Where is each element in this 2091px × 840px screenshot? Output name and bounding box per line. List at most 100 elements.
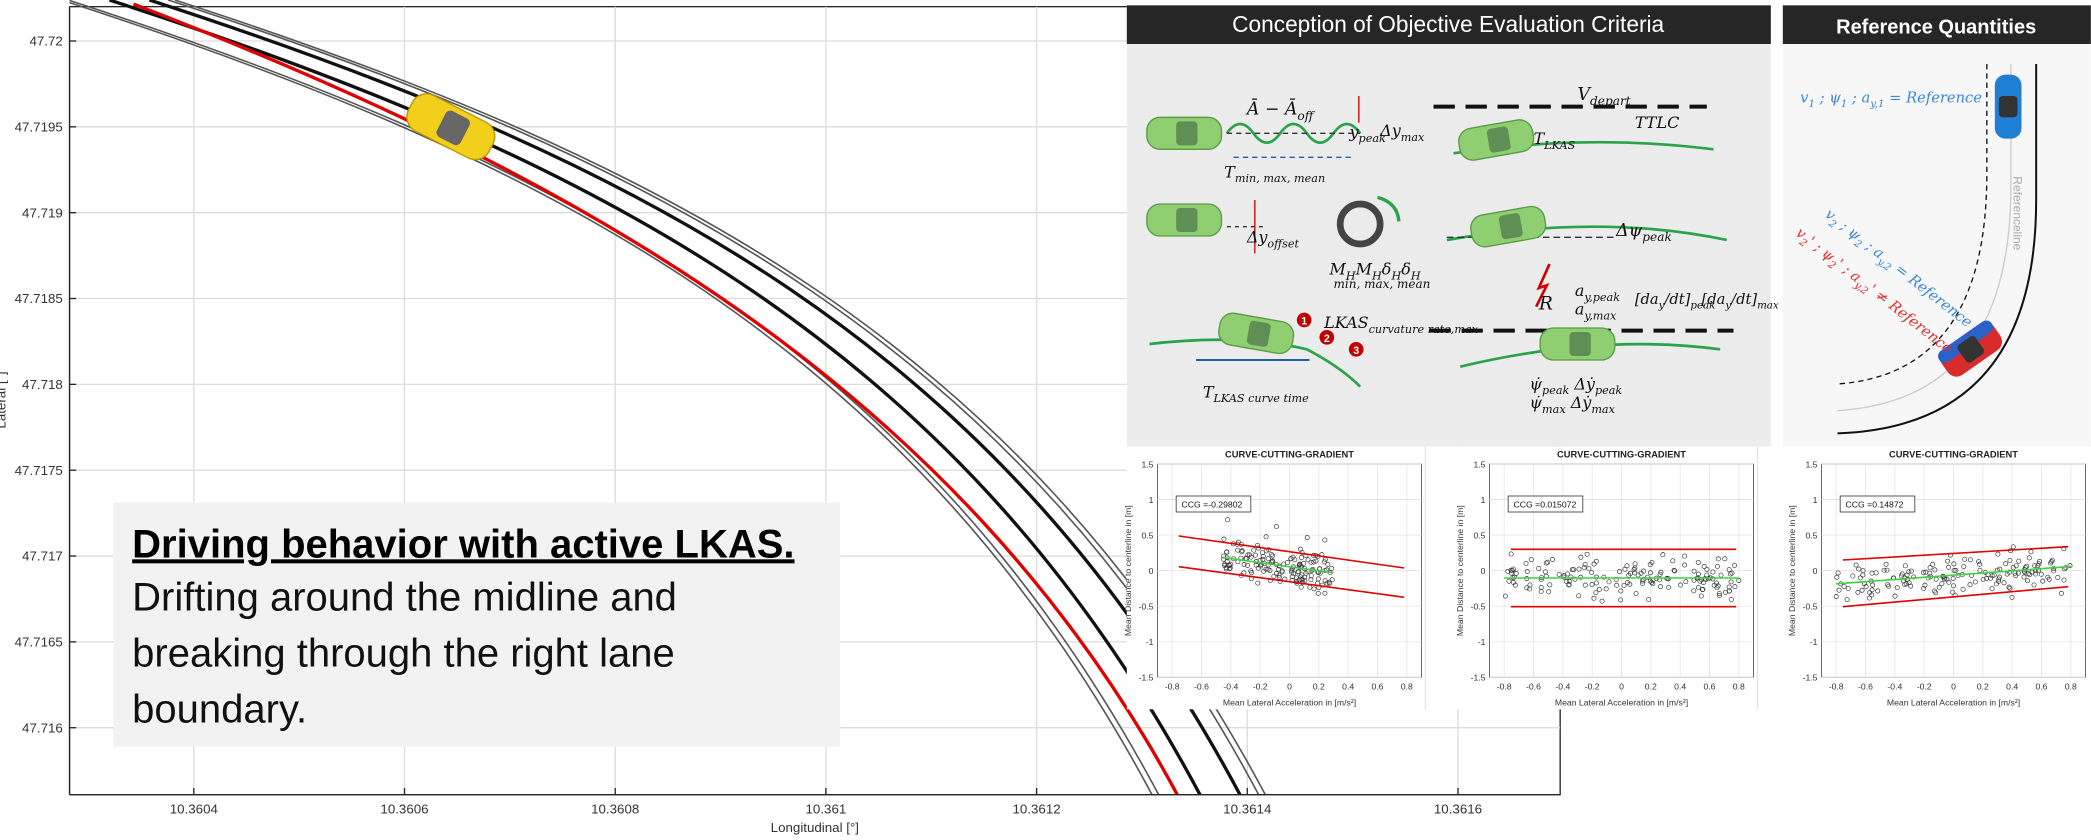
subscript: curvature rate,max [1369, 323, 1479, 336]
x-tick-label: 0 [1951, 681, 1956, 691]
x-tick-label: -0.6 [1858, 681, 1873, 691]
y-tick-label: -0.5 [1803, 602, 1818, 612]
y-tick-label: -1 [1146, 637, 1154, 647]
formula-text: δ [1401, 260, 1411, 279]
annotation: CCG =0.14872 [1846, 499, 1904, 509]
x-tick-label: 0.8 [2065, 681, 2077, 691]
reference-line-label: Referenceline [2011, 176, 2025, 250]
subscript: peak [1642, 230, 1672, 244]
y-tick-label: 47.72 [29, 34, 62, 49]
y-axis-label: Mean Distance to centerline in [m] [1455, 505, 1465, 636]
x-tick-label: 10.3608 [591, 801, 639, 816]
x-tick-label: 0.6 [1371, 681, 1383, 691]
formula-text: ; a [1847, 90, 1870, 107]
formula-label: R [1538, 293, 1553, 314]
page: Longitudinal [°] Lateral [°] Driving beh… [0, 0, 2091, 840]
criteria-panel [1127, 5, 1771, 446]
x-tick-label: 10.3614 [1223, 801, 1272, 816]
formula-text: Ā − Ā [1245, 99, 1298, 120]
y-tick-label: 47.7165 [15, 635, 63, 650]
x-tick-label: 10.3604 [170, 801, 219, 816]
annotation: CCG =-0.29802 [1182, 499, 1243, 509]
formula-text: [da [1702, 291, 1726, 308]
y-tick-label: 47.7175 [15, 463, 63, 478]
annotation: CCG =0.015072 [1514, 499, 1577, 509]
car-window [1486, 126, 1511, 153]
formula-text: ψ̇ [1530, 393, 1543, 412]
y-tick-label: 1 [1481, 495, 1486, 505]
x-tick-label: 0.4 [2006, 681, 2018, 691]
y-tick-label: -1.5 [1471, 673, 1486, 683]
formula-label: min, max, mean [1334, 277, 1431, 291]
y-tick-label: 0.5 [1805, 530, 1817, 540]
subscript: off [1297, 109, 1315, 123]
y-tick-label: 0 [1813, 566, 1818, 576]
x-tick-label: 0 [1619, 681, 1624, 691]
plot-title: CURVE-CUTTING-GRADIENT [1225, 449, 1354, 459]
plot-title: CURVE-CUTTING-GRADIENT [1557, 449, 1686, 459]
y-tick-label: 1.5 [1473, 459, 1485, 469]
y-tick-label: -1.5 [1803, 673, 1818, 683]
formula-text: R [1538, 293, 1553, 314]
subscript: max [1542, 403, 1566, 416]
y-tick-label: 1.5 [1141, 459, 1153, 469]
x-tick-label: 0 [1287, 681, 1292, 691]
x-tick-label: 0.2 [1645, 681, 1657, 691]
subscript: min, max, mean [1235, 172, 1325, 185]
subscript: y,peak [1583, 291, 1620, 304]
vehicle [1147, 117, 1222, 149]
x-tick-label: -0.4 [1555, 681, 1570, 691]
subscript: LKAS curve time [1213, 392, 1310, 405]
x-tick-label: -0.4 [1223, 681, 1238, 691]
y-tick-label: -1 [1810, 637, 1818, 647]
x-tick-label: -0.2 [1253, 681, 1268, 691]
formula-text: TTLC [1635, 113, 1680, 132]
x-tick-label: -0.6 [1526, 681, 1541, 691]
y-tick-label: 1 [1813, 495, 1818, 505]
x-tick-label: 0.6 [2035, 681, 2047, 691]
subscript: depart [1590, 94, 1631, 108]
text-heading: Driving behavior with active LKAS. [132, 522, 794, 566]
y-axis-label: Mean Distance to centerline in [m] [1123, 505, 1133, 636]
car-window [1176, 121, 1197, 145]
formula-text: /dt] [1729, 291, 1757, 308]
y-tick-label: 0 [1481, 566, 1486, 576]
car-window [1999, 96, 2018, 117]
formula-text: δ [1382, 260, 1392, 279]
subscript: max [1401, 131, 1425, 144]
marker-label: 3 [1353, 345, 1359, 357]
formula-text: a [1575, 300, 1585, 319]
marker-label: 2 [1324, 333, 1330, 345]
panel-title: Conception of Objective Evaluation Crite… [1232, 11, 1664, 37]
x-axis-label: Mean Lateral Acceleration in [m/s²] [1887, 697, 2020, 707]
formula-text: Δψ [1615, 221, 1643, 241]
y-tick-label: 47.7195 [15, 120, 63, 135]
subscript: max [1757, 299, 1779, 311]
y-tick-label: -0.5 [1471, 602, 1486, 612]
subscript: offset [1267, 237, 1299, 250]
y-tick-label: 47.718 [22, 377, 63, 392]
x-tick-label: 0.6 [1703, 681, 1715, 691]
formula-text: M [1329, 260, 1347, 279]
x-tick-label: 0.2 [1977, 681, 1989, 691]
x-tick-label: -0.6 [1194, 681, 1209, 691]
formula-text: [da [1635, 291, 1659, 308]
panel-title: Reference Quantities [1836, 16, 2036, 38]
formula-text: = Reference [1884, 90, 1982, 107]
x-tick-label: -0.4 [1887, 681, 1902, 691]
y-tick-label: 1 [1149, 495, 1154, 505]
formula-text: a [1575, 281, 1585, 300]
plot-title: CURVE-CUTTING-GRADIENT [1889, 449, 2018, 459]
x-tick-label: 10.3616 [1434, 801, 1482, 816]
x-tick-label: 0.4 [1674, 681, 1686, 691]
text-line: boundary. [132, 688, 307, 732]
x-axis-label: Longitudinal [°] [771, 820, 859, 835]
vehicle [1147, 204, 1222, 236]
y-tick-label: -1 [1478, 637, 1486, 647]
subscript: max [1591, 403, 1615, 416]
formula-text: /dt] [1662, 291, 1690, 308]
y-tick-label: 47.717 [22, 549, 63, 564]
marker-label: 1 [1301, 316, 1307, 328]
formula-text: ; ψ [1815, 90, 1841, 107]
x-tick-label: 0.2 [1313, 681, 1325, 691]
